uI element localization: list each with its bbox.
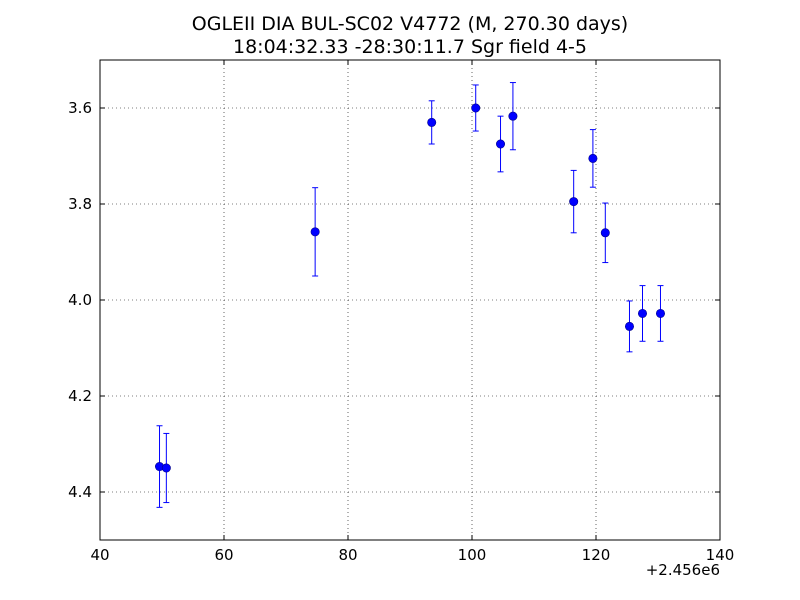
plot-area-frame	[99, 59, 721, 541]
data-point	[569, 197, 579, 207]
y-tick-label: 3.6	[68, 99, 92, 117]
y-tick-label: 3.8	[68, 195, 92, 213]
grid	[100, 60, 720, 540]
data-point	[624, 321, 634, 331]
chart-subtitle: 18:04:32.33 -28:30:11.7 Sgr field 4-5	[233, 36, 587, 58]
y-tick-label: 4.2	[68, 387, 92, 405]
x-tick-label: 40	[90, 546, 109, 564]
x-tick-label: 80	[338, 546, 357, 564]
chart-title: OGLEII DIA BUL-SC02 V4772 (M, 270.30 day…	[192, 13, 628, 35]
data-point	[161, 463, 171, 473]
axis-ticks: 40 60 80 100 120 140 3.6 3.8 4.0 4.2 4.4	[68, 60, 734, 564]
data-point	[427, 117, 437, 127]
data-point	[655, 308, 665, 318]
y-tick-label: 4.4	[68, 483, 92, 501]
x-tick-label: 60	[214, 546, 233, 564]
data-point	[600, 228, 610, 238]
x-tick-label: 100	[458, 546, 487, 564]
data-point	[508, 111, 518, 121]
x-tick-label: 120	[582, 546, 611, 564]
data-point	[310, 227, 320, 237]
data-point	[588, 153, 598, 163]
data-point	[637, 308, 647, 318]
error-bars	[156, 82, 664, 508]
data-points	[155, 103, 665, 473]
x-tick-label: 140	[706, 546, 735, 564]
data-point	[496, 139, 506, 149]
y-tick-label: 4.0	[68, 291, 92, 309]
x-offset-label: +2.456e6	[646, 561, 720, 579]
data-point	[471, 103, 481, 113]
